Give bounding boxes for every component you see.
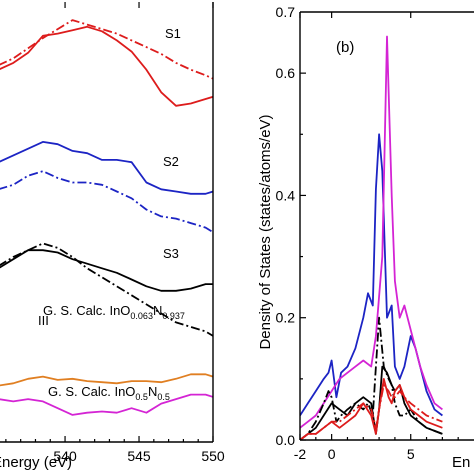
right-series-line-1 [300, 35, 443, 429]
right-series-line-5 [300, 384, 443, 440]
left-series-line-3 [0, 170, 213, 233]
right-y-tick-label-top: 0.7 [276, 4, 296, 20]
left-annotation-s1: S1 [165, 26, 181, 41]
left-series-line-4 [0, 249, 213, 292]
right-series-line-2 [300, 316, 443, 440]
left-x-tick-label-1: 545 [127, 448, 151, 464]
calc-label-mid: N [153, 303, 162, 318]
right-y-axis-title: Density of States (states/atoms/eV) [257, 114, 274, 349]
left-annotation-s3: S3 [163, 246, 179, 261]
right-x-tick-label-2: 5 [407, 446, 415, 462]
right-y-tick-label-1: 0.2 [276, 310, 296, 326]
right-panel-dos: 0.0 0.2 0.4 0.6 0.7 -2 0 5 (b) Density of States … [257, 4, 474, 471]
left-series-line-7 [0, 393, 213, 416]
calc-label-sub1: 0.063 [130, 311, 153, 321]
right-y-tick-label-2: 0.4 [276, 187, 296, 203]
left-series-line-6 [0, 373, 213, 387]
calc-label-sub2: 0.5 [157, 392, 170, 402]
right-panel-label: (b) [336, 39, 354, 56]
calc-label-prefix: G. S. Calc. InO [43, 303, 130, 318]
left-calc-label-0: G. S. Calc. InO0.063N0.937 [43, 303, 185, 321]
left-series-line-5 [0, 242, 213, 337]
right-x-tick-label-0: -2 [294, 446, 307, 462]
left-x-tick-label-0: 540 [53, 448, 77, 464]
calc-label-sub2: 0.937 [162, 311, 185, 321]
calc-label-sub1: 0.5 [135, 392, 148, 402]
left-x-tick-label-2: 550 [201, 448, 225, 464]
left-series-line-0 [0, 25, 213, 107]
left-series-line-2 [0, 141, 213, 195]
right-series-line-4 [300, 378, 443, 440]
right-y-tick-label-3: 0.6 [276, 65, 296, 81]
right-series-group [300, 35, 443, 440]
calc-label-prefix: G. S. Calc. InO [48, 384, 135, 399]
left-calc-label-1: G. S. Calc. InO0.5N0.5 [48, 384, 170, 402]
calc-label-mid: N [148, 384, 157, 399]
left-annotation-iii: III [38, 313, 49, 328]
left-x-axis-title: Energy (eV) [0, 454, 72, 471]
left-annotation-s2: S2 [163, 154, 179, 169]
left-series-line-1 [0, 19, 213, 80]
left-series-group [0, 19, 213, 416]
right-x-tick-label-1: 0 [328, 446, 336, 462]
right-y-tick-label-0: 0.0 [276, 432, 296, 448]
right-series-line-0 [300, 133, 443, 417]
right-x-axis-title: En [452, 454, 470, 471]
